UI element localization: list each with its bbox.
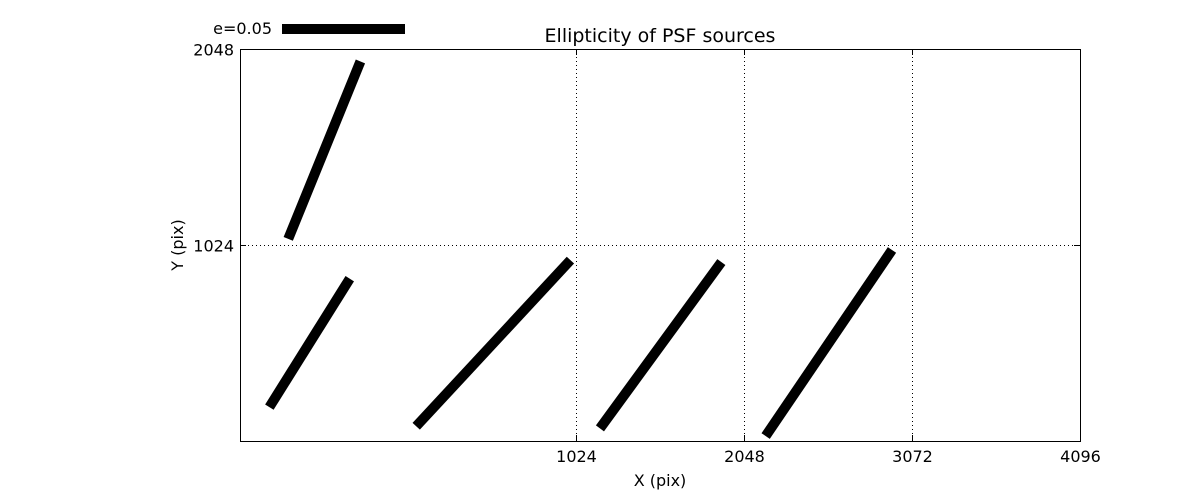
y-axis-label: Y (pix) [168, 219, 187, 271]
x-tick-label: 3072 [892, 447, 933, 466]
scale-bar-label: e=0.05 [213, 19, 272, 38]
y-tick-label: 2048 [193, 41, 234, 60]
ellipticity-vectors [265, 59, 897, 439]
x-tick-label: 4096 [1060, 447, 1101, 466]
y-tick-label: 1024 [193, 237, 234, 256]
ellipticity-vector [595, 259, 726, 432]
x-tick-label: 2048 [724, 447, 765, 466]
grid-lines [240, 49, 1081, 441]
ellipticity-vector [283, 59, 366, 241]
x-axis-label: X (pix) [634, 471, 687, 490]
axis-ticks: 1024 2048 3072 4096 1024 2048 [193, 41, 1101, 467]
chart-title: Ellipticity of PSF sources [545, 25, 776, 47]
ellipticity-vector [265, 276, 354, 410]
ellipticity-vector [761, 247, 897, 439]
x-tick-label: 1024 [556, 447, 597, 466]
ellipticity-vector [412, 256, 575, 430]
